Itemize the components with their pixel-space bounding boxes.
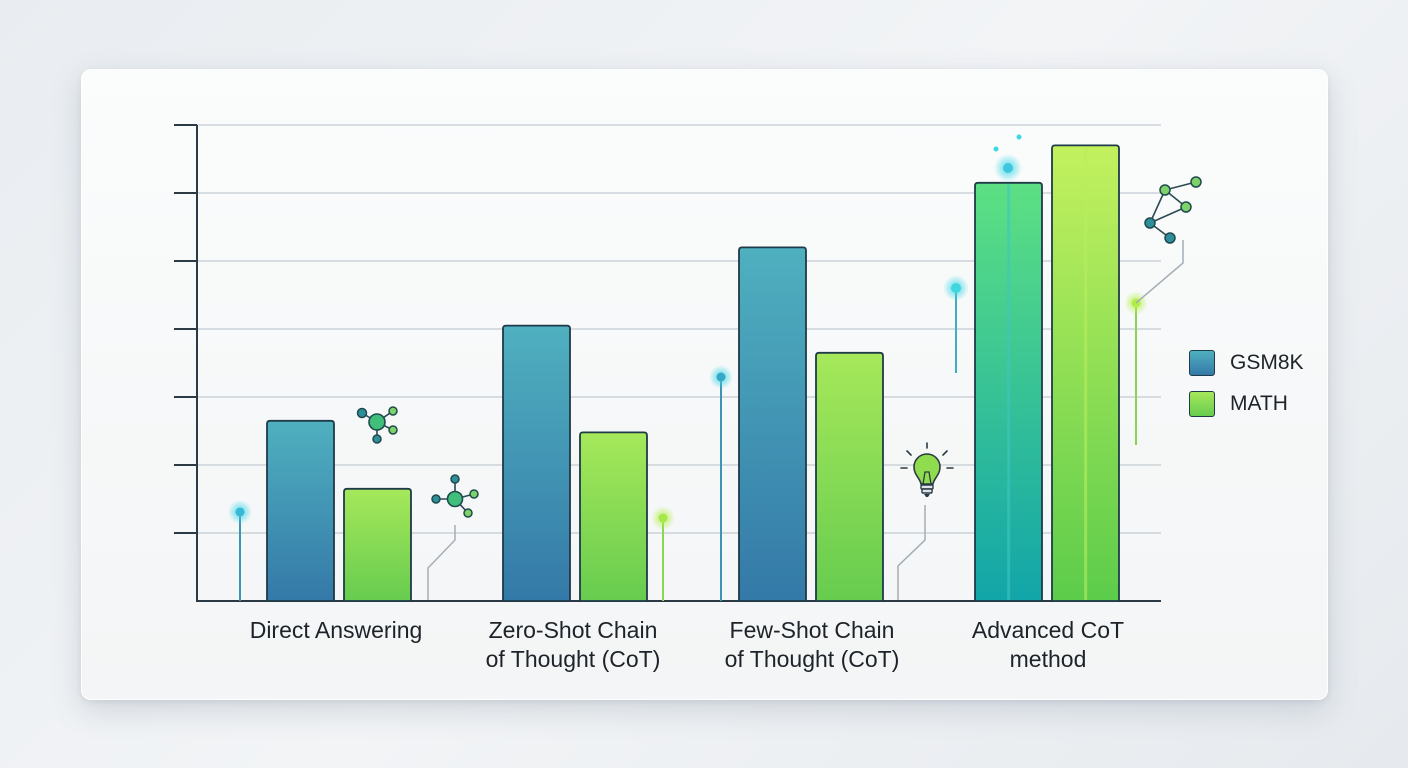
connector-line-2: [897, 505, 926, 600]
decorations: [228, 134, 1184, 601]
glow-pin-2: [651, 506, 675, 601]
bar-gsm8k-2: [502, 324, 571, 602]
bars: [266, 144, 1120, 602]
glow-pin-3: [709, 365, 733, 601]
category-label: Zero-Shot Chain of Thought (CoT): [485, 617, 661, 672]
bar-math-2: [579, 431, 648, 602]
glow-pin-5: [1124, 291, 1148, 445]
bar-highlight: [1007, 184, 1011, 601]
category-label: Advanced CoT method: [971, 617, 1125, 672]
bar-gsm8k-1: [266, 419, 335, 602]
legend: GSM8K MATH: [1189, 349, 1304, 431]
legend-label: MATH: [1230, 392, 1288, 415]
legend-swatch-gsm8k: [1189, 350, 1215, 376]
bar-math-1: [343, 487, 412, 602]
network-icon: [431, 474, 479, 518]
bar-math-3: [815, 351, 884, 602]
legend-item-gsm8k: GSM8K: [1189, 349, 1304, 377]
glow-pin-1: [228, 500, 252, 601]
network-icon: [356, 406, 398, 444]
category-label: Direct Answering: [249, 617, 423, 643]
connector-line-1: [427, 525, 456, 600]
connector-line-3: [1135, 240, 1184, 304]
legend-item-math: MATH: [1189, 390, 1304, 418]
network-icon: [1144, 176, 1202, 244]
y-axis-ticks: [174, 124, 197, 534]
glow-pin-4: [943, 275, 969, 373]
legend-swatch-math: [1189, 391, 1215, 417]
lightbulb-icon: [900, 442, 954, 497]
glow-pin-6: [993, 134, 1022, 182]
bar-highlight: [1084, 147, 1088, 600]
category-label: Few-Shot Chain of Thought (CoT): [724, 617, 900, 672]
bar-gsm8k-3: [738, 246, 807, 602]
legend-label: GSM8K: [1230, 351, 1304, 374]
